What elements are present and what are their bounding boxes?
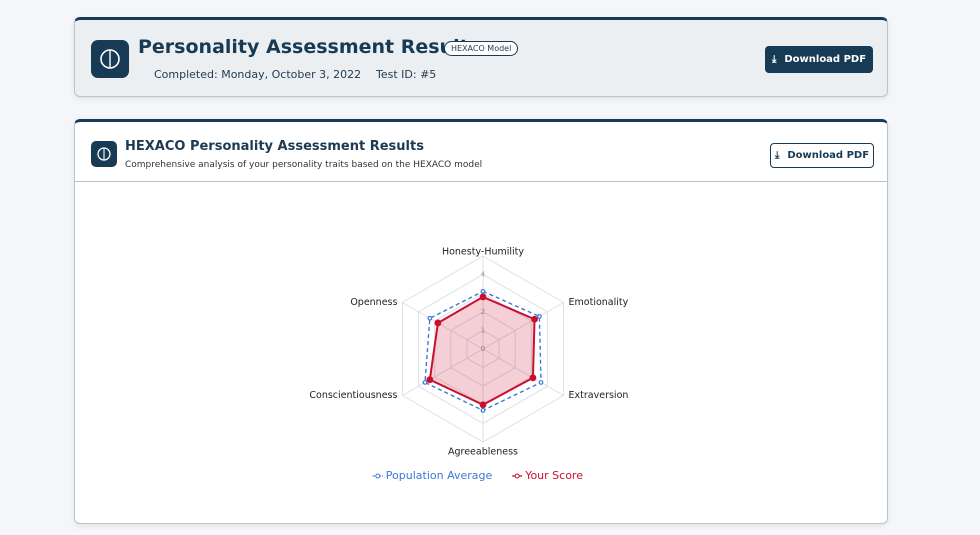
brain-icon bbox=[91, 40, 129, 78]
button-label: Download PDF bbox=[784, 54, 867, 65]
badge: HEXACO Model bbox=[444, 41, 519, 56]
card-title: HEXACO Personality Assessment Results bbox=[125, 139, 424, 154]
data-point bbox=[434, 319, 442, 327]
data-point bbox=[536, 314, 542, 319]
download-icon: ⤓ bbox=[774, 150, 780, 161]
axis-label: Conscientiousness bbox=[309, 390, 397, 401]
button-label: Download PDF bbox=[787, 150, 870, 161]
download-button[interactable]: ⤓ Download PDF bbox=[765, 46, 873, 73]
legend-marker bbox=[514, 473, 520, 479]
data-point bbox=[479, 293, 487, 301]
axis-label: Extraversion bbox=[569, 390, 629, 401]
header-card: Personality Assessment Results HEXACO Mo… bbox=[74, 17, 888, 97]
r-tick-label: 1 bbox=[481, 326, 485, 334]
r-tick-label: 4 bbox=[481, 271, 486, 279]
brain-icon bbox=[91, 141, 117, 167]
data-point bbox=[531, 315, 538, 323]
card-header bbox=[75, 122, 887, 182]
results-card: HEXACO Personality Assessment Results Co… bbox=[74, 119, 888, 524]
icon bbox=[100, 49, 120, 69]
completed-date: Completed: Monday, October 3, 2022 bbox=[154, 68, 362, 81]
icon bbox=[97, 147, 111, 161]
data-point bbox=[426, 376, 434, 384]
axis-label: Openness bbox=[350, 297, 397, 308]
axis-label: Emotionality bbox=[569, 297, 629, 308]
data-point bbox=[480, 288, 486, 294]
r-tick-label: 2 bbox=[481, 308, 485, 316]
r-tick-label: 0 bbox=[481, 345, 485, 353]
series-area bbox=[428, 295, 536, 406]
card-subtitle: Comprehensive analysis of your personali… bbox=[125, 160, 483, 170]
spoke bbox=[402, 348, 484, 396]
data-point bbox=[538, 380, 544, 385]
spoke bbox=[482, 302, 564, 350]
data-point bbox=[427, 315, 433, 321]
data-point bbox=[479, 401, 487, 409]
data-point bbox=[529, 374, 537, 382]
radar-chart: 01234Honesty-HumilityEmotionalityExtrave… bbox=[309, 247, 629, 483]
data-point bbox=[422, 380, 428, 385]
spoke bbox=[402, 302, 484, 350]
legend-label: Population Average bbox=[386, 469, 493, 482]
spoke bbox=[482, 348, 564, 396]
axis-label: Agreeableness bbox=[448, 447, 518, 458]
legend-marker bbox=[375, 473, 381, 479]
legend-label: Your Score bbox=[524, 469, 583, 482]
data-point bbox=[480, 407, 486, 413]
test-id: Test ID: #5 bbox=[376, 68, 437, 81]
download-button[interactable]: ⤓ Download PDF bbox=[770, 143, 874, 168]
download-icon: ⤓ bbox=[771, 54, 777, 65]
axis-label: Honesty-Humility bbox=[442, 247, 524, 258]
page-title: Personality Assessment Results bbox=[138, 36, 480, 58]
